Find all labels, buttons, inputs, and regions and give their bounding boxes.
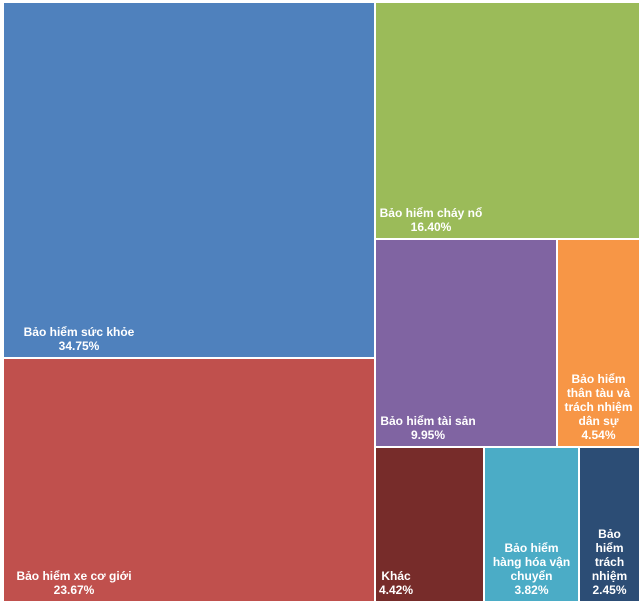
tile-label: Khác 4.42% xyxy=(376,569,416,597)
tile-name-label: Bảo hiểm thân tàu và trách nhiệm dân sự xyxy=(564,372,633,428)
tile-value-label: 4.54% xyxy=(581,428,616,442)
treemap-tile: Bảo hiểm trách nhiệm 2.45% xyxy=(579,447,640,602)
treemap-tile: Bảo hiểm cháy nổ 16.40% xyxy=(375,2,640,239)
tile-name-label: Bảo hiểm trách nhiệm xyxy=(591,527,628,583)
tile-name-label: Bảo hiểm cháy nổ xyxy=(379,206,483,220)
treemap-tile: Bảo hiểm thân tàu và trách nhiệm dân sự 4… xyxy=(557,239,640,447)
tile-value-label: 3.82% xyxy=(514,583,549,597)
tile-label: Bảo hiểm thân tàu và trách nhiệm dân sự 4… xyxy=(560,372,637,442)
tile-label: Bảo hiểm trách nhiệm 2.45% xyxy=(582,527,637,597)
tile-label: Bảo hiểm tài sản 9.95% xyxy=(376,414,480,442)
tile-value-label: 23.67% xyxy=(53,583,95,597)
tile-label: Bảo hiểm xe cơ giới 23.67% xyxy=(4,569,144,597)
tile-label: Bảo hiểm cháy nổ 16.40% xyxy=(376,206,486,234)
tile-name-label: Bảo hiểm tài sản xyxy=(380,414,476,428)
tile-value-label: 2.45% xyxy=(592,583,627,597)
tile-value-label: 16.40% xyxy=(410,220,452,234)
tile-value-label: 9.95% xyxy=(410,428,446,442)
tile-label: Bảo hiểm hàng hóa vận chuyển 3.82% xyxy=(487,541,576,597)
treemap-tile: Bảo hiểm tài sản 9.95% xyxy=(375,239,557,447)
tile-value-label: 34.75% xyxy=(58,339,100,353)
treemap-tile: Bảo hiểm xe cơ giới 23.67% xyxy=(3,358,375,602)
tile-label: Bảo hiểm sức khỏe 34.75% xyxy=(4,325,154,353)
treemap-tile: Khác 4.42% xyxy=(375,447,484,602)
tile-name-label: Bảo hiểm xe cơ giới xyxy=(16,569,132,583)
tile-value-label: 4.42% xyxy=(378,583,414,597)
tile-name-label: Bảo hiểm sức khỏe xyxy=(23,325,135,339)
tile-name-label: Bảo hiểm hàng hóa vận chuyển xyxy=(492,541,571,583)
treemap-tile: Bảo hiểm sức khỏe 34.75% xyxy=(3,2,375,358)
treemap-tile: Bảo hiểm hàng hóa vận chuyển 3.82% xyxy=(484,447,579,602)
tile-name-label: Khác xyxy=(381,569,411,583)
